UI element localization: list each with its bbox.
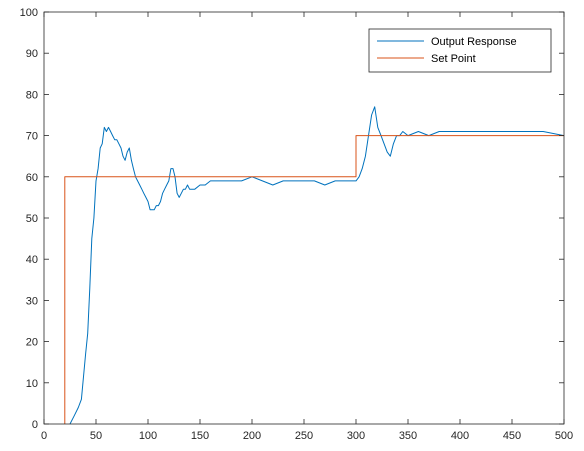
- x-tick-label: 500: [555, 430, 573, 442]
- y-tick-label: 40: [26, 254, 38, 266]
- plot-area: [44, 12, 564, 424]
- x-tick-label: 350: [399, 430, 417, 442]
- x-tick-label: 150: [191, 430, 209, 442]
- series-layer: [64, 106, 564, 424]
- y-tick-label: 90: [26, 48, 38, 60]
- legend-label-set-point: Set Point: [431, 53, 476, 65]
- x-tick-label: 0: [41, 430, 47, 442]
- legend: Output Response Set Point: [368, 28, 552, 73]
- series-line-set-point: [64, 135, 564, 424]
- y-tick-label: 30: [26, 295, 38, 307]
- y-axis: 0 10 20 30 40 50 60 70 80 90 100: [20, 7, 564, 431]
- y-tick-label: 70: [26, 131, 38, 143]
- x-tick-label: 450: [503, 430, 521, 442]
- y-tick-label: 20: [26, 337, 38, 349]
- y-tick-label: 10: [26, 378, 38, 390]
- y-tick-label: 50: [26, 213, 38, 225]
- y-tick-label: 0: [32, 419, 38, 431]
- legend-box: [368, 28, 552, 73]
- x-tick-label: 300: [347, 430, 365, 442]
- y-tick-label: 100: [20, 7, 38, 19]
- x-axis: 0 50 100 150 200 250 300 350 400 450 500: [41, 12, 573, 442]
- x-tick-label: 400: [451, 430, 469, 442]
- x-tick-label: 50: [90, 430, 102, 442]
- x-tick-label: 200: [243, 430, 261, 442]
- x-tick-label: 250: [295, 430, 313, 442]
- y-tick-label: 80: [26, 89, 38, 101]
- series-line-output-response: [69, 106, 564, 424]
- legend-label-output-response: Output Response: [431, 36, 517, 48]
- x-tick-label: 100: [139, 430, 157, 442]
- y-tick-label: 60: [26, 172, 38, 184]
